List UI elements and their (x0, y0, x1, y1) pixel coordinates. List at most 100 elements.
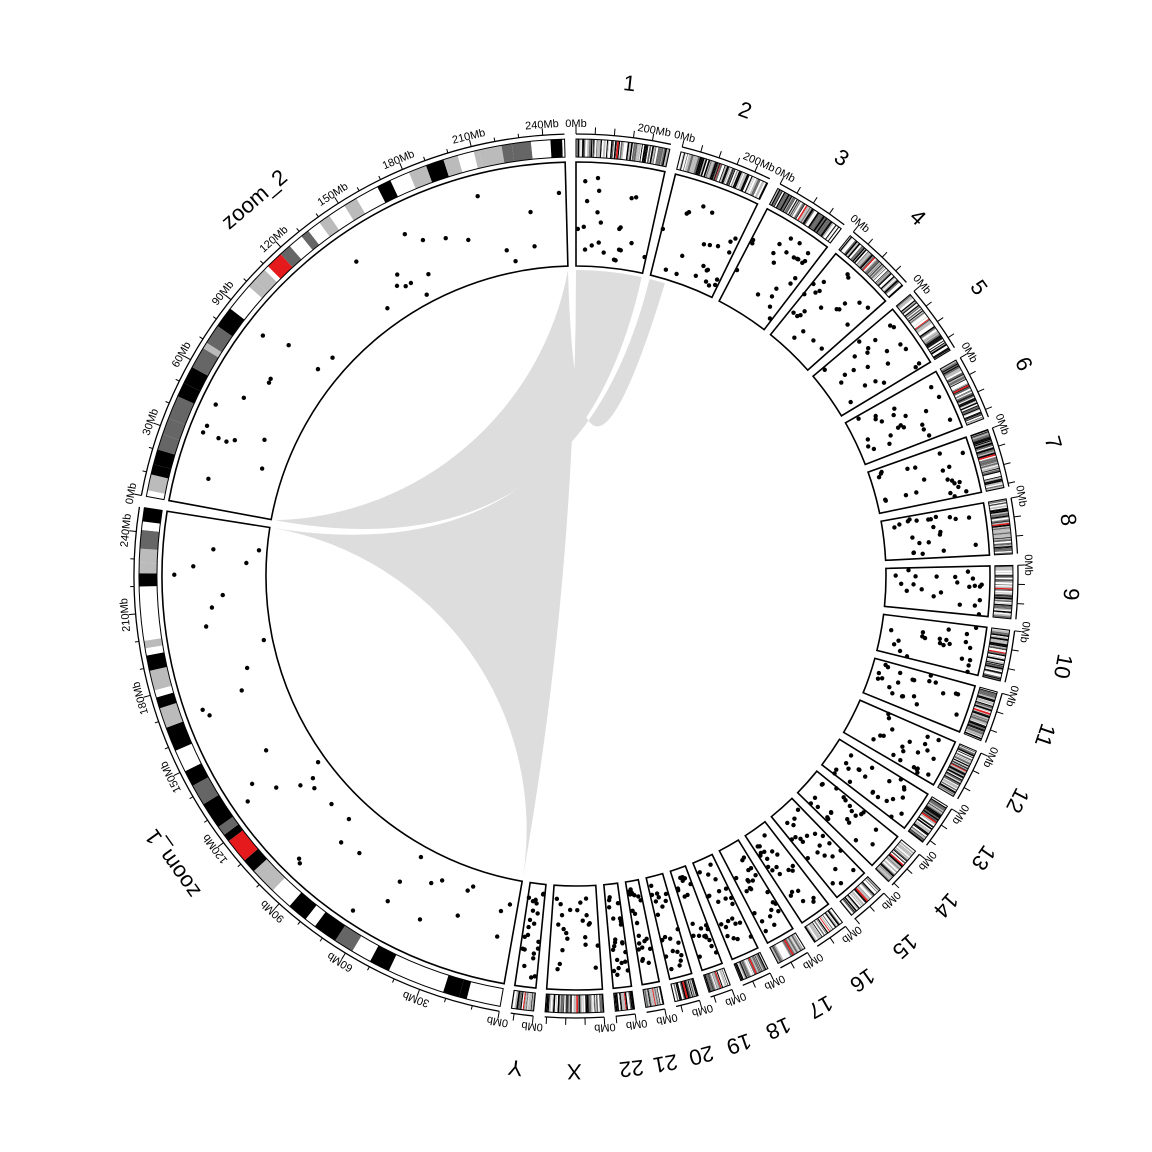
ideogram-band (952, 384, 969, 393)
ideogram-band (738, 173, 748, 191)
ideogram-outline (138, 507, 504, 1007)
ideogram-outline (839, 875, 882, 916)
ideogram-band (948, 375, 965, 385)
ideogram-outline (937, 743, 978, 798)
data-point (948, 490, 953, 496)
ideogram-band (711, 972, 718, 990)
ideogram-band (888, 854, 903, 868)
ideogram-outline (804, 907, 844, 943)
data-point (941, 642, 946, 648)
ideogram-band (886, 282, 901, 296)
ideogram-band (890, 851, 905, 865)
ideogram-band (880, 862, 895, 876)
ideogram-band (586, 139, 588, 158)
ideogram-band (858, 884, 872, 899)
ideogram-band (868, 262, 882, 276)
ideogram-band (945, 772, 963, 783)
data-point (904, 654, 910, 659)
ideogram-band (988, 499, 1007, 504)
data-point (707, 893, 712, 898)
ideogram-band (959, 398, 977, 408)
axis-line (780, 951, 808, 969)
tick-label: 0Mb (655, 1011, 678, 1027)
data-point (744, 888, 749, 894)
ideogram-band (990, 514, 1009, 518)
ideogram-band (684, 980, 691, 999)
ideogram-band (676, 982, 683, 1001)
data-point (769, 907, 774, 913)
ideogram-band (793, 202, 804, 219)
ideogram-band (700, 158, 708, 177)
ideogram-band (893, 848, 909, 862)
ideogram-band (877, 272, 891, 286)
ideogram-band (920, 327, 937, 339)
ideogram-band (729, 169, 738, 187)
ideogram-band (671, 983, 678, 1002)
ideogram-band (571, 994, 574, 1013)
ideogram-band (978, 689, 997, 696)
data-point (883, 497, 888, 502)
data-point (723, 896, 728, 901)
data-point (777, 871, 783, 877)
ideogram-band (601, 139, 604, 158)
axis-tick (632, 130, 635, 138)
ideogram-band (994, 601, 1013, 604)
axis-tick (845, 926, 851, 933)
ideogram-band (895, 845, 911, 859)
ideogram-band (962, 407, 980, 416)
ideogram-band (594, 994, 596, 1013)
ideogram-band (978, 692, 996, 699)
data-point (763, 928, 768, 934)
data-point (730, 916, 735, 921)
ideogram-band (630, 142, 634, 161)
points-track-border (691, 853, 759, 961)
axis-tick (736, 157, 741, 165)
data-point (239, 688, 244, 693)
ideogram-band (822, 222, 834, 238)
ideogram-band (141, 521, 161, 532)
data-point (765, 864, 771, 870)
data-point (789, 837, 795, 842)
ideogram-band (218, 816, 239, 835)
ideogram-band (952, 760, 969, 769)
ideogram-band (897, 843, 913, 856)
ideogram-band (600, 994, 603, 1013)
ideogram-band (865, 260, 880, 275)
ideogram-band (975, 701, 993, 709)
axis-tick (977, 388, 985, 393)
ideogram-band (779, 194, 790, 211)
data-point (817, 288, 822, 294)
data-point (636, 947, 641, 952)
data-point (900, 744, 905, 749)
ideogram-band (713, 163, 721, 181)
ideogram-band (952, 758, 970, 768)
ideogram-band (785, 938, 796, 955)
ideogram-band (928, 801, 945, 813)
ideogram-band (707, 973, 714, 991)
data-point (898, 777, 904, 782)
ideogram-band (591, 139, 594, 158)
data-point (827, 841, 832, 846)
ideogram-band (863, 879, 878, 894)
ideogram-band (850, 245, 864, 261)
axis-tick (297, 921, 301, 925)
ideogram-band (955, 391, 973, 400)
ideogram-band (878, 273, 893, 288)
ideogram-band (984, 669, 1003, 675)
ideogram-band (699, 158, 706, 176)
data-point (455, 913, 460, 918)
ideogram-band (951, 383, 969, 392)
axis-tick (790, 961, 795, 969)
ideogram-band (954, 754, 972, 763)
axis-tick (869, 905, 875, 912)
ideogram-band (944, 367, 961, 378)
data-point (555, 967, 560, 972)
ideogram-band (950, 763, 967, 773)
data-point (873, 337, 878, 343)
ideogram-band (552, 994, 556, 1013)
data-point (513, 258, 518, 264)
ideogram-band (778, 941, 789, 959)
ideogram-band (990, 636, 1009, 642)
data-point (791, 822, 796, 828)
ideogram-band (954, 388, 972, 398)
